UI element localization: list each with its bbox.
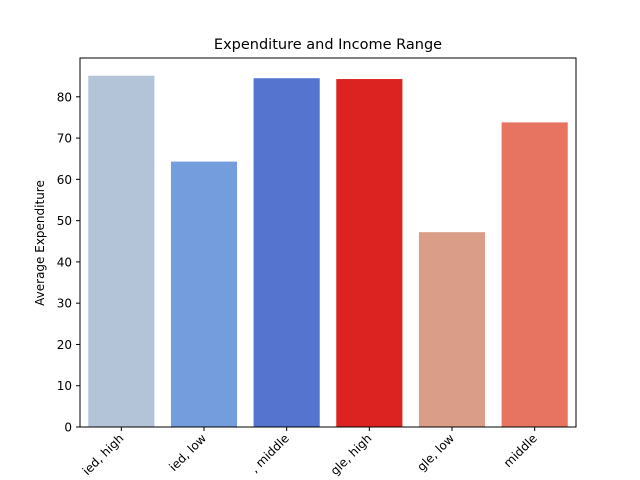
bars-group (88, 75, 568, 428)
bar-2 (170, 161, 238, 427)
bar-5 (418, 232, 486, 427)
y-tick-label: 30 (57, 297, 72, 311)
y-axis-ticks: 0 10 20 30 40 50 60 70 80 (57, 90, 80, 435)
y-tick-label: 80 (57, 90, 72, 104)
y-tick-label: 10 (57, 379, 72, 393)
y-axis-label: Average Expenditure (33, 180, 47, 306)
bar-6 (501, 122, 568, 427)
bar-3 (253, 78, 320, 427)
bar-4 (336, 79, 403, 428)
x-tick-label: ied, low (166, 431, 209, 474)
x-tick-label: ied, high (80, 431, 127, 478)
bar-1 (88, 75, 155, 427)
y-tick-label: 60 (57, 173, 72, 187)
x-axis-ticks: ied, high ied, low , middle gle, high gle, l… (80, 427, 540, 478)
y-tick-label: 20 (57, 338, 72, 352)
x-tick-label: middle (501, 431, 540, 470)
y-tick-label: 0 (64, 421, 72, 435)
y-tick-label: 70 (57, 132, 72, 146)
y-tick-label: 40 (57, 255, 72, 269)
chart-title: Expenditure and Income Range (214, 37, 442, 53)
plot-frame (79, 57, 577, 428)
x-tick-label: , middle (248, 431, 292, 475)
x-tick-label: gle, low (414, 431, 457, 474)
x-tick-label: gle, high (328, 431, 375, 478)
y-tick-label: 50 (57, 214, 72, 228)
